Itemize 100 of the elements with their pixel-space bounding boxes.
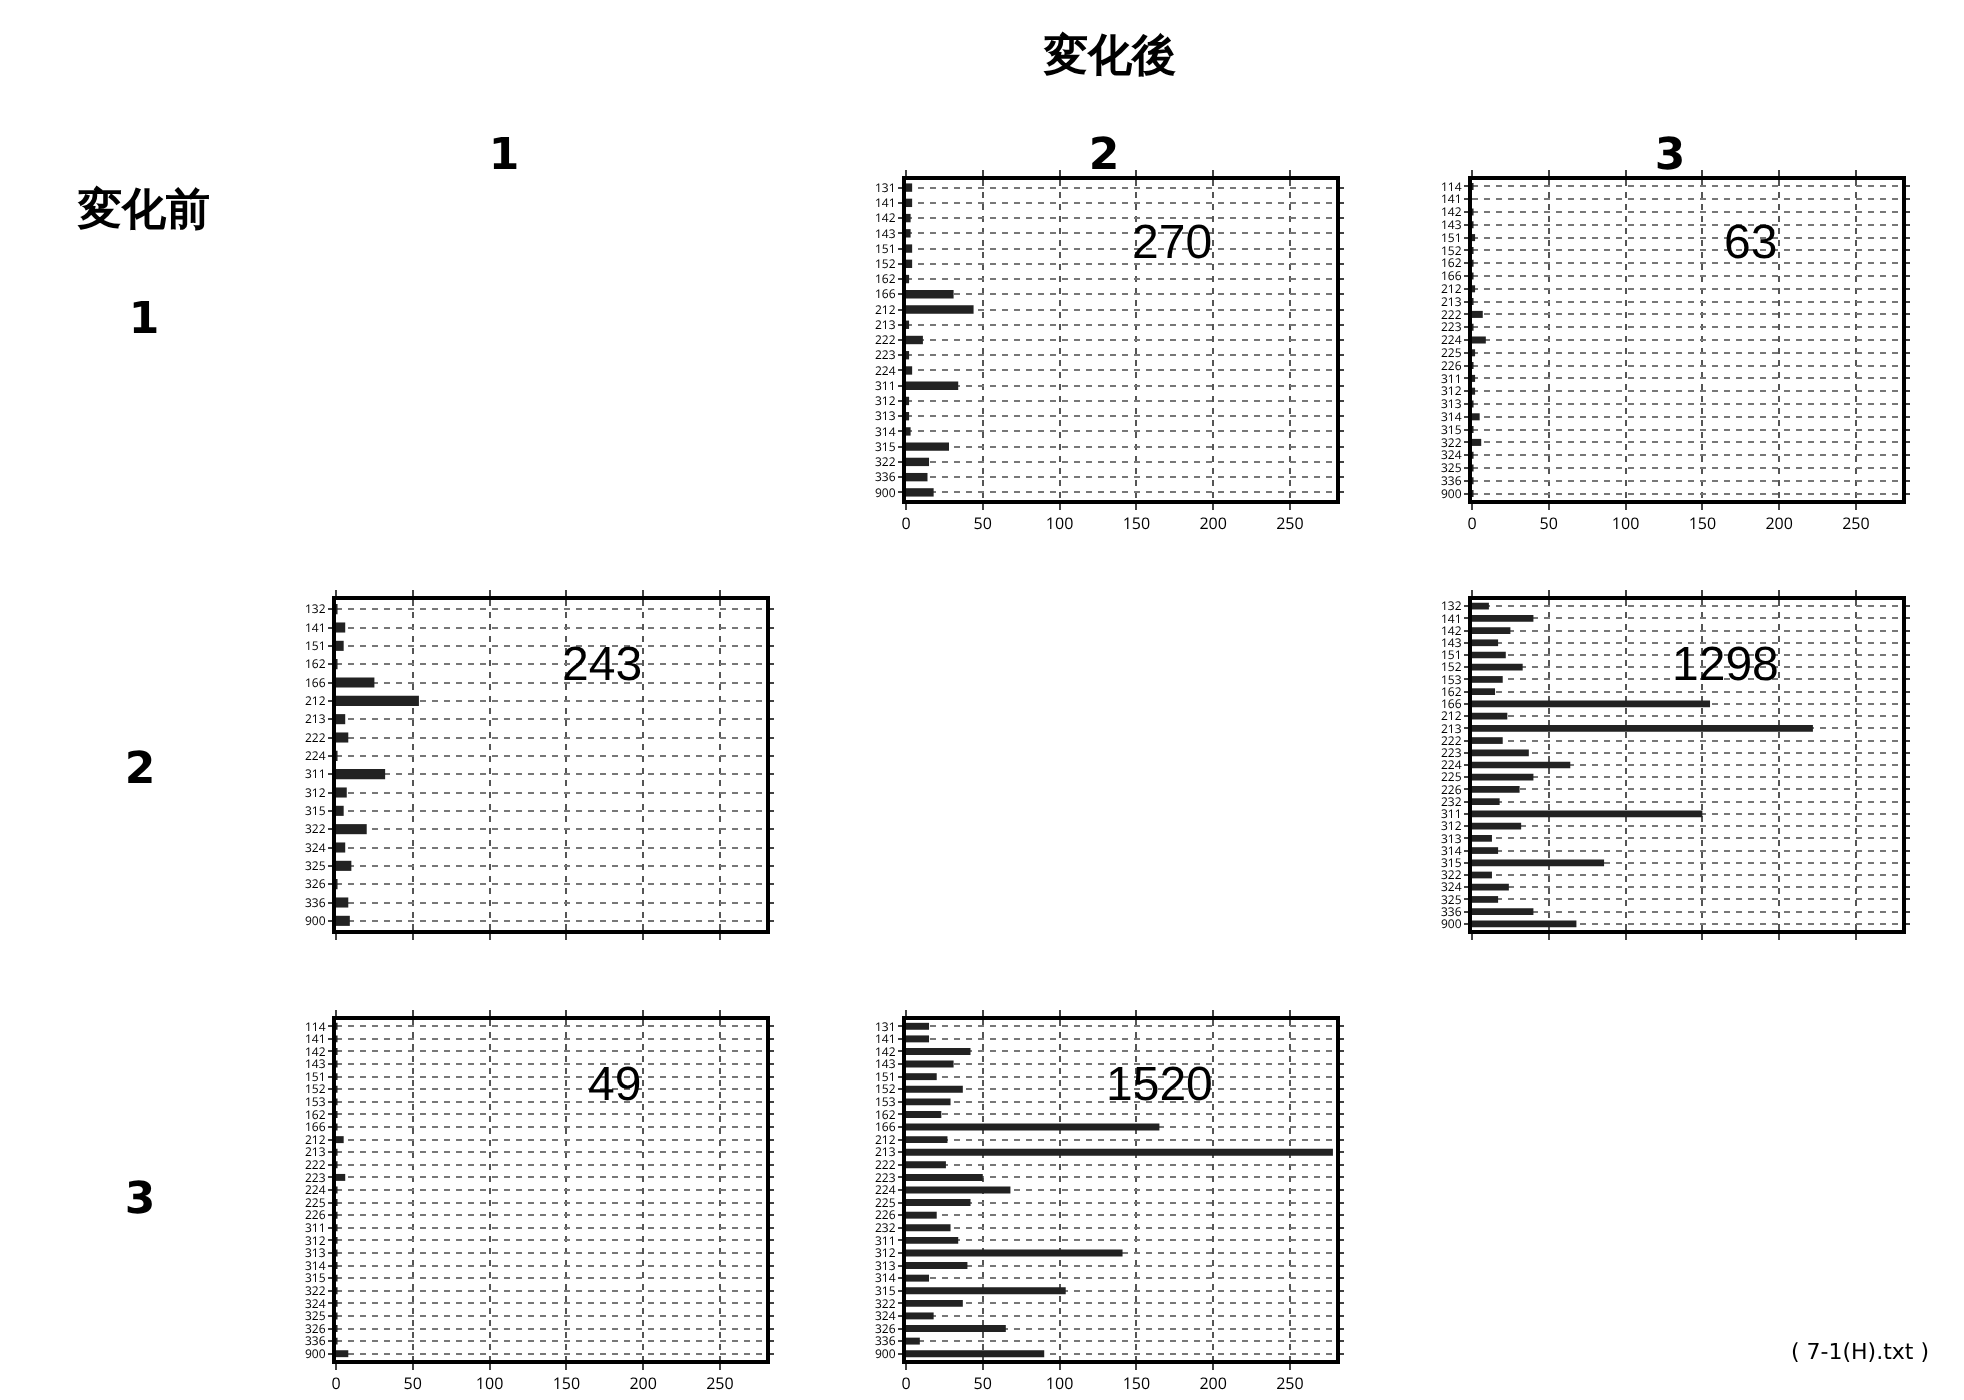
annotation: 63 — [1724, 216, 1778, 270]
bar — [1472, 871, 1492, 879]
x-tick-label: 50 — [973, 513, 993, 536]
annotation: 2 — [1088, 131, 1120, 181]
bar — [336, 622, 346, 633]
bar — [906, 290, 954, 299]
text: 2 — [124, 745, 156, 795]
text: 変化前 — [78, 183, 210, 240]
x-tick-label: 100 — [1611, 513, 1641, 536]
bar — [336, 732, 349, 743]
x-tick-label: 0 — [901, 1373, 912, 1396]
annotation: 1520 — [1106, 1058, 1213, 1112]
x-tick-label: 100 — [475, 1373, 505, 1396]
bar — [906, 305, 974, 314]
bar — [906, 488, 934, 497]
bar — [906, 1312, 934, 1320]
bar — [906, 442, 949, 451]
bar — [1472, 749, 1529, 757]
bar — [1472, 627, 1511, 634]
x-tick-label: 150 — [552, 1373, 581, 1396]
x-tick-label: 0 — [901, 513, 912, 536]
bar — [906, 1236, 959, 1244]
bar — [336, 824, 367, 835]
bar — [1472, 847, 1499, 854]
x-tick-label: 200 — [629, 1373, 658, 1396]
annotation: 3 — [1654, 131, 1686, 181]
bar — [336, 897, 349, 908]
bar — [336, 860, 352, 871]
bar — [1472, 688, 1496, 696]
bar — [1472, 786, 1520, 793]
x-tick-label: 200 — [1199, 1373, 1228, 1396]
bar — [1472, 737, 1503, 744]
bar — [906, 1022, 930, 1030]
x-tick-label: 0 — [331, 1373, 342, 1396]
text: ( 7-1(H).txt ) — [1790, 1339, 1930, 1365]
x-tick-label: 100 — [1045, 1373, 1075, 1396]
bar — [1472, 773, 1534, 781]
bar — [906, 1262, 968, 1270]
bar — [1472, 908, 1534, 916]
bar — [906, 1325, 1006, 1332]
bar — [1472, 834, 1492, 842]
x-tick-label: 250 — [1842, 513, 1871, 536]
bar — [906, 457, 930, 467]
bar — [906, 1085, 963, 1093]
bar — [906, 1224, 951, 1232]
bar — [906, 1048, 971, 1055]
bar — [906, 1274, 930, 1282]
bar — [906, 1035, 930, 1043]
bar — [906, 1073, 937, 1081]
bar — [906, 472, 928, 482]
text: 3 — [124, 1175, 156, 1225]
bar — [1472, 310, 1483, 318]
bar — [336, 787, 347, 798]
bar — [906, 259, 913, 268]
bar — [1472, 676, 1503, 683]
bar — [336, 769, 386, 780]
bar — [1472, 724, 1813, 732]
bar — [1472, 859, 1605, 867]
bar — [906, 183, 913, 192]
bar — [336, 640, 344, 651]
x-tick-label: 250 — [706, 1373, 735, 1396]
x-tick-label: 200 — [1765, 513, 1794, 536]
x-tick-label: 200 — [1199, 513, 1228, 536]
x-tick-label: 150 — [1122, 513, 1151, 536]
bar — [1472, 614, 1534, 622]
x-tick-label: 150 — [1122, 1373, 1151, 1396]
bar — [906, 1098, 951, 1106]
text: 変化後 — [1044, 29, 1176, 86]
bar — [336, 714, 346, 725]
bar — [336, 842, 346, 853]
text: 1 — [128, 295, 160, 345]
x-tick-label: 50 — [973, 1373, 993, 1396]
bar — [1472, 651, 1506, 659]
bar — [906, 1161, 946, 1169]
bar — [1472, 336, 1486, 344]
bar — [336, 805, 344, 816]
x-tick-label: 50 — [1539, 513, 1559, 536]
annotation: 49 — [588, 1058, 642, 1112]
annotation: 270 — [1132, 216, 1213, 270]
bar — [906, 1173, 983, 1181]
x-tick-label: 250 — [1276, 513, 1305, 536]
bar — [1472, 798, 1500, 806]
bar — [906, 1136, 948, 1144]
bar — [906, 1337, 920, 1345]
bar — [906, 1123, 1160, 1131]
bar — [906, 381, 959, 390]
bar — [906, 366, 913, 375]
bar — [1472, 883, 1509, 891]
bar — [906, 244, 913, 253]
x-tick-label: 150 — [1688, 513, 1717, 536]
bar — [906, 1211, 937, 1219]
bar — [1472, 639, 1499, 647]
bar — [1472, 413, 1480, 421]
bar — [906, 335, 923, 345]
bar — [906, 1110, 942, 1118]
bar — [1472, 896, 1499, 903]
annotation: 1298 — [1672, 638, 1779, 692]
bar — [906, 1350, 1045, 1358]
bar — [906, 198, 913, 208]
text: 1 — [488, 131, 520, 181]
